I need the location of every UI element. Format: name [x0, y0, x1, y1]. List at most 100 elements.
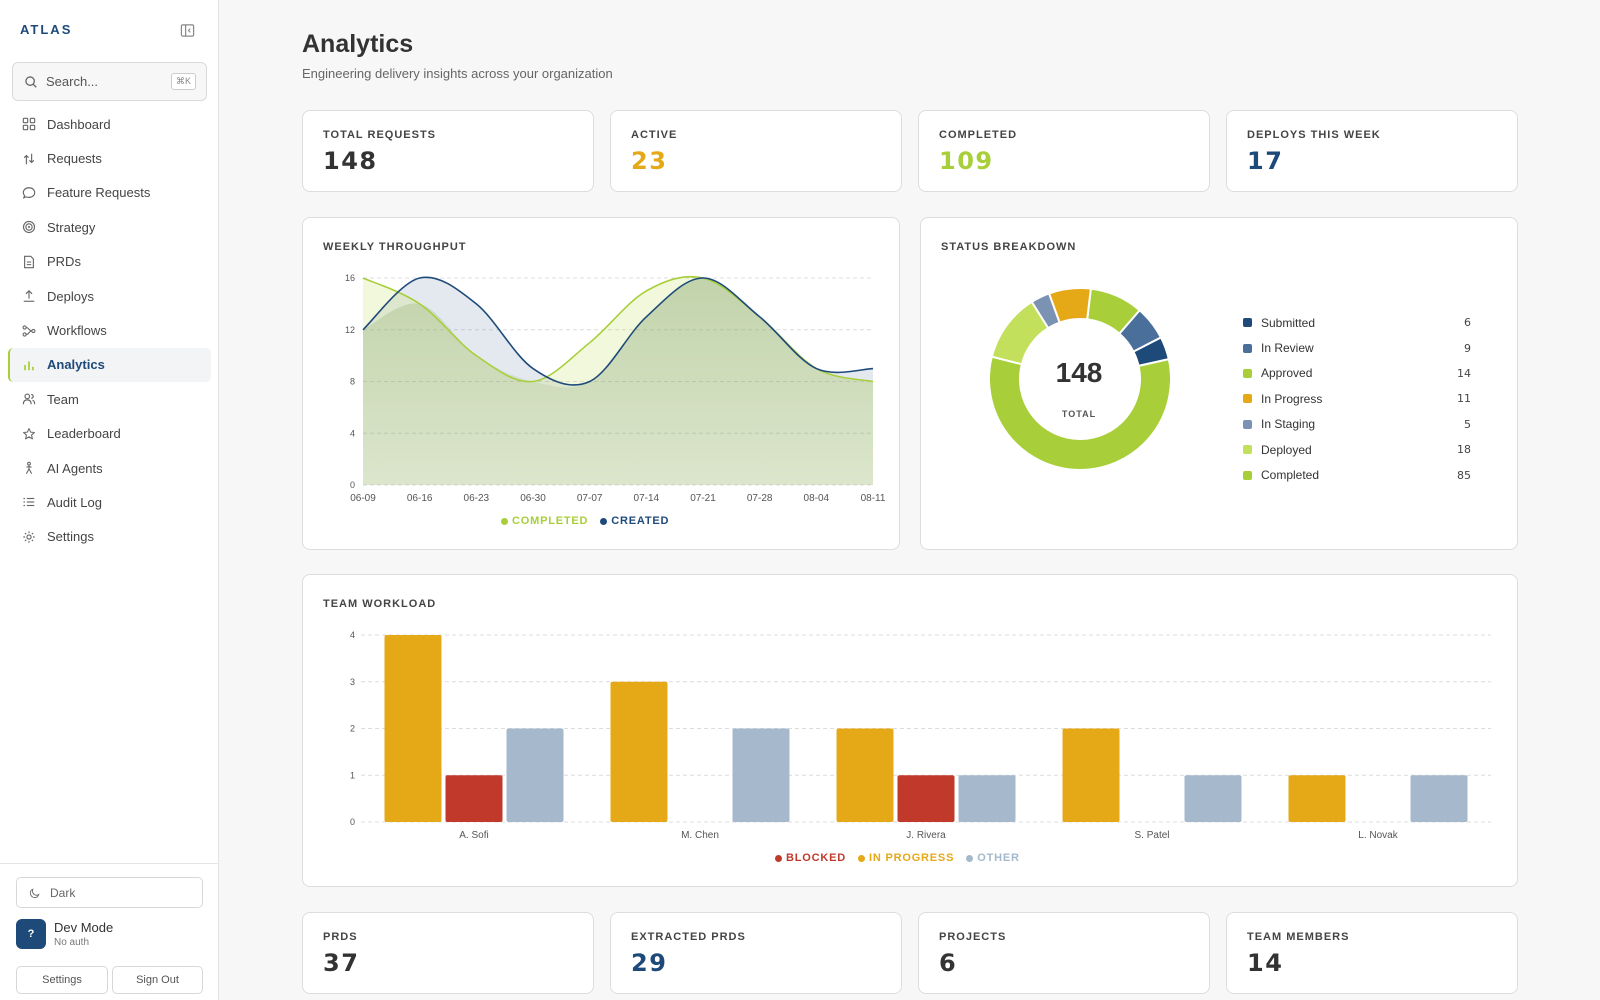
- avatar[interactable]: ?: [16, 919, 46, 949]
- stat-label: DEPLOYS THIS WEEK: [1247, 129, 1381, 141]
- status-count: 85: [1457, 468, 1471, 482]
- sidebar-item-label: Feature Requests: [47, 185, 151, 201]
- team-workload-card: TEAM WORKLOAD 0 1 2 3 4 A. Sofi M. Chen J. Rive…: [302, 574, 1518, 887]
- settings-button[interactable]: Settings: [16, 966, 108, 994]
- x-tick-label: 07-21: [690, 493, 716, 504]
- sidebar-footer: Dark ? Dev Mode No auth Settings Sign Ou…: [0, 863, 219, 1000]
- legend-dot: [600, 517, 608, 525]
- document-icon: [24, 255, 34, 269]
- legend-swatch: [1243, 368, 1252, 378]
- donut-total-value: 148: [1055, 357, 1103, 388]
- sidebar: ATLAS Search... ⌘K Dashboard Requests Fe…: [0, 0, 219, 1000]
- theme-toggle-button[interactable]: Dark: [16, 877, 203, 908]
- x-tick-label: J. Rivera: [906, 830, 946, 841]
- donut-total-label: TOTAL: [1061, 409, 1097, 419]
- gear-icon: [23, 531, 35, 543]
- x-tick-label: M. Chen: [681, 830, 719, 841]
- status-legend-item: In Progress 11: [1243, 386, 1471, 411]
- y-tick-label: 1: [350, 770, 355, 780]
- series-overlap-area: [363, 278, 873, 485]
- y-tick-label: 4: [350, 630, 355, 640]
- y-tick-label: 2: [350, 724, 355, 734]
- status-name: Deployed: [1261, 442, 1312, 457]
- legend-item-blocked[interactable]: BLOCKED: [775, 852, 846, 864]
- sidebar-item-feature-requests[interactable]: Feature Requests: [8, 176, 211, 210]
- upload-icon: [23, 290, 35, 302]
- bar-blocked[interactable]: [897, 775, 955, 822]
- sidebar-item-strategy[interactable]: Strategy: [8, 210, 211, 244]
- stat-label: COMPLETED: [939, 129, 1018, 141]
- status-name: Completed: [1261, 468, 1320, 483]
- legend-swatch: [1243, 343, 1252, 353]
- bar-in-progress[interactable]: [1288, 775, 1346, 822]
- sidebar-item-leaderboard[interactable]: Leaderboard: [8, 417, 211, 451]
- y-tick-label: 3: [350, 677, 355, 687]
- bar-in-progress[interactable]: [836, 728, 894, 823]
- x-tick-label: 07-07: [577, 493, 603, 504]
- stat-card-extracted-prds: EXTRACTED PRDS 29: [610, 912, 902, 994]
- stat-label: EXTRACTED PRDS: [631, 931, 746, 943]
- legend-item-other[interactable]: OTHER: [966, 852, 1020, 864]
- search-icon: [25, 75, 37, 88]
- sidebar-item-label: Workflows: [47, 323, 107, 339]
- x-tick-label: S. Patel: [1134, 830, 1169, 841]
- list-icon: [23, 498, 35, 507]
- legend-item-completed[interactable]: COMPLETED: [501, 515, 588, 527]
- bar-blocked[interactable]: [445, 775, 503, 822]
- legend-swatch: [1243, 394, 1252, 404]
- sidebar-item-label: Settings: [47, 529, 94, 545]
- sidebar-item-ai-agents[interactable]: AI Agents: [8, 451, 211, 485]
- legend-item-in-progress[interactable]: IN PROGRESS: [858, 852, 954, 864]
- status-count: 14: [1457, 366, 1471, 380]
- sidebar-item-label: Requests: [47, 151, 102, 167]
- bar-other[interactable]: [1410, 775, 1468, 822]
- sidebar-item-prds[interactable]: PRDs: [8, 245, 211, 279]
- legend-dot: [858, 854, 865, 862]
- donut-slice-completed[interactable]: [988, 355, 1172, 471]
- stat-card-prds: PRDS 37: [302, 912, 594, 994]
- sidebar-item-team[interactable]: Team: [8, 382, 211, 416]
- status-donut-chart: [988, 287, 1172, 471]
- search-input[interactable]: Search... ⌘K: [12, 62, 207, 101]
- chart-title: STATUS BREAKDOWN: [941, 241, 1077, 253]
- sidebar-item-audit-log[interactable]: Audit Log: [8, 485, 211, 519]
- status-name: Submitted: [1261, 315, 1316, 330]
- x-tick-label: 06-23: [464, 493, 490, 504]
- bar-in-progress[interactable]: [1062, 728, 1120, 823]
- sidebar-item-label: AI Agents: [47, 460, 103, 476]
- status-count: 5: [1464, 417, 1471, 431]
- bar-other[interactable]: [732, 728, 790, 823]
- stat-label: TOTAL REQUESTS: [323, 129, 437, 141]
- arrows-icon: [23, 153, 35, 164]
- sidebar-item-requests[interactable]: Requests: [8, 141, 211, 175]
- bar-other[interactable]: [1184, 775, 1242, 822]
- sign-out-button[interactable]: Sign Out: [112, 966, 203, 994]
- sidebar-item-deploys[interactable]: Deploys: [8, 279, 211, 313]
- bar-other[interactable]: [506, 728, 564, 823]
- status-name: In Progress: [1261, 391, 1323, 406]
- legend-label: COMPLETED: [512, 515, 589, 527]
- sidebar-item-analytics[interactable]: Analytics: [8, 347, 211, 383]
- sidebar-item-workflows[interactable]: Workflows: [8, 313, 211, 347]
- legend-label: CREATED: [611, 515, 670, 527]
- legend-dot: [775, 854, 782, 862]
- bar-other[interactable]: [958, 775, 1016, 822]
- chat-icon: [22, 187, 36, 199]
- legend-dot: [501, 517, 508, 525]
- collapse-sidebar-icon[interactable]: [180, 23, 195, 38]
- sidebar-item-dashboard[interactable]: Dashboard: [8, 107, 211, 141]
- stat-card-team-members: TEAM MEMBERS 14: [1226, 912, 1518, 994]
- agent-icon: [25, 461, 33, 475]
- stat-value: 17: [1247, 147, 1284, 175]
- bar-chart-icon: [24, 361, 34, 371]
- bar-in-progress[interactable]: [610, 681, 668, 822]
- stat-label: PRDS: [323, 931, 358, 943]
- sidebar-item-settings[interactable]: Settings: [8, 520, 211, 554]
- chart-legend: COMPLETED CREATED: [501, 515, 669, 527]
- x-tick-label: 06-16: [407, 493, 433, 504]
- sidebar-item-label: Dashboard: [47, 116, 111, 132]
- legend-item-created[interactable]: CREATED: [600, 515, 669, 527]
- bar-in-progress[interactable]: [384, 635, 442, 822]
- stat-value: 37: [323, 949, 360, 977]
- status-legend-item: Deployed 18: [1243, 437, 1471, 462]
